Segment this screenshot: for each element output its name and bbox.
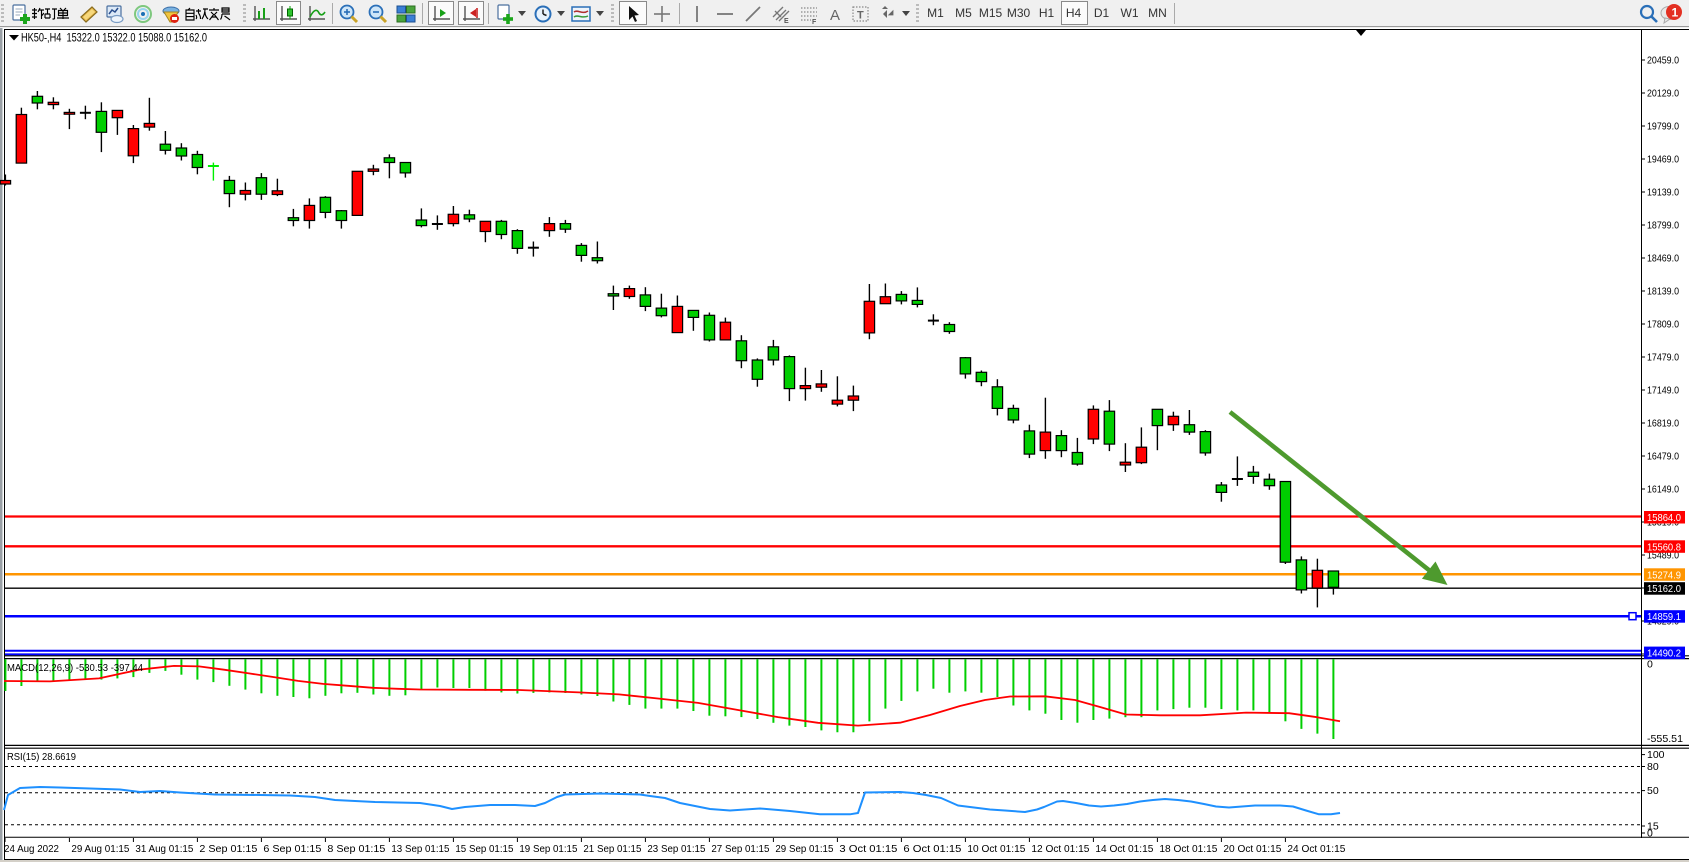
svg-text:0: 0	[1647, 828, 1653, 840]
svg-text:-555.51: -555.51	[1647, 733, 1683, 745]
svg-text:50: 50	[1647, 785, 1659, 797]
svg-text:0: 0	[1647, 659, 1653, 671]
svg-text:1: 1	[1672, 6, 1679, 20]
svg-text:19139.0: 19139.0	[1647, 187, 1679, 199]
svg-text:20 Oct 01:15: 20 Oct 01:15	[1223, 843, 1281, 855]
svg-text:20129.0: 20129.0	[1647, 88, 1679, 100]
svg-text:19 Sep 01:15: 19 Sep 01:15	[519, 843, 577, 855]
svg-text:RSI(15) 28.6619: RSI(15) 28.6619	[7, 751, 76, 763]
svg-text:15274.9: 15274.9	[1647, 569, 1681, 581]
svg-text:18 Oct 01:15: 18 Oct 01:15	[1159, 843, 1217, 855]
svg-text:18469.0: 18469.0	[1647, 253, 1679, 265]
svg-text:21 Sep 01:15: 21 Sep 01:15	[583, 843, 641, 855]
svg-text:15 Sep 01:15: 15 Sep 01:15	[455, 843, 513, 855]
svg-text:17479.0: 17479.0	[1647, 352, 1679, 364]
svg-text:18799.0: 18799.0	[1647, 220, 1679, 232]
svg-text:HK50-,H4 15322.0 15322.0 1508: HK50-,H4 15322.0 15322.0 15088.0 15162.0	[21, 33, 207, 45]
svg-text:15864.0: 15864.0	[1647, 512, 1681, 524]
svg-text:A: A	[830, 7, 840, 24]
svg-text:27 Sep 01:15: 27 Sep 01:15	[711, 843, 769, 855]
svg-text:19799.0: 19799.0	[1647, 121, 1679, 133]
svg-text:80: 80	[1647, 761, 1659, 773]
svg-text:24 Aug 2022: 24 Aug 2022	[4, 843, 59, 855]
svg-text:29 Sep 01:15: 29 Sep 01:15	[775, 843, 833, 855]
svg-text:F: F	[812, 19, 817, 25]
svg-text:10 Oct 01:15: 10 Oct 01:15	[967, 843, 1025, 855]
svg-text:29 Aug 01:15: 29 Aug 01:15	[71, 843, 129, 855]
svg-text:17809.0: 17809.0	[1647, 319, 1679, 331]
svg-text:14859.1: 14859.1	[1647, 611, 1681, 623]
svg-text:8 Sep 01:15: 8 Sep 01:15	[327, 843, 385, 855]
svg-text:3 Oct 01:15: 3 Oct 01:15	[839, 843, 897, 855]
svg-text:100: 100	[1647, 749, 1665, 761]
svg-text:14490.2: 14490.2	[1647, 648, 1681, 660]
svg-text:14 Oct 01:15: 14 Oct 01:15	[1095, 843, 1153, 855]
svg-text:24 Oct 01:15: 24 Oct 01:15	[1287, 843, 1345, 855]
svg-text:15: 15	[1647, 821, 1659, 833]
svg-text:T: T	[857, 10, 864, 22]
svg-text:20459.0: 20459.0	[1647, 55, 1679, 67]
svg-text:15162.0: 15162.0	[1647, 583, 1681, 595]
svg-text:MACD(12,26,9) -530.53 -397.44: MACD(12,26,9) -530.53 -397.44	[7, 662, 143, 674]
svg-text:15560.8: 15560.8	[1647, 541, 1681, 553]
svg-text:2 Sep 01:15: 2 Sep 01:15	[199, 843, 257, 855]
svg-text:E: E	[784, 18, 789, 25]
svg-text:16819.0: 16819.0	[1647, 418, 1679, 430]
svg-text:16149.0: 16149.0	[1647, 484, 1679, 496]
svg-text:17149.0: 17149.0	[1647, 385, 1679, 397]
svg-text:13 Sep 01:15: 13 Sep 01:15	[391, 843, 449, 855]
svg-text:6 Oct 01:15: 6 Oct 01:15	[903, 843, 961, 855]
svg-text:18139.0: 18139.0	[1647, 286, 1679, 298]
svg-text:19469.0: 19469.0	[1647, 154, 1679, 166]
svg-text:23 Sep 01:15: 23 Sep 01:15	[647, 843, 705, 855]
svg-text:16479.0: 16479.0	[1647, 451, 1679, 463]
svg-text:6 Sep 01:15: 6 Sep 01:15	[263, 843, 321, 855]
svg-text:12 Oct 01:15: 12 Oct 01:15	[1031, 843, 1089, 855]
svg-text:31 Aug 01:15: 31 Aug 01:15	[135, 843, 193, 855]
